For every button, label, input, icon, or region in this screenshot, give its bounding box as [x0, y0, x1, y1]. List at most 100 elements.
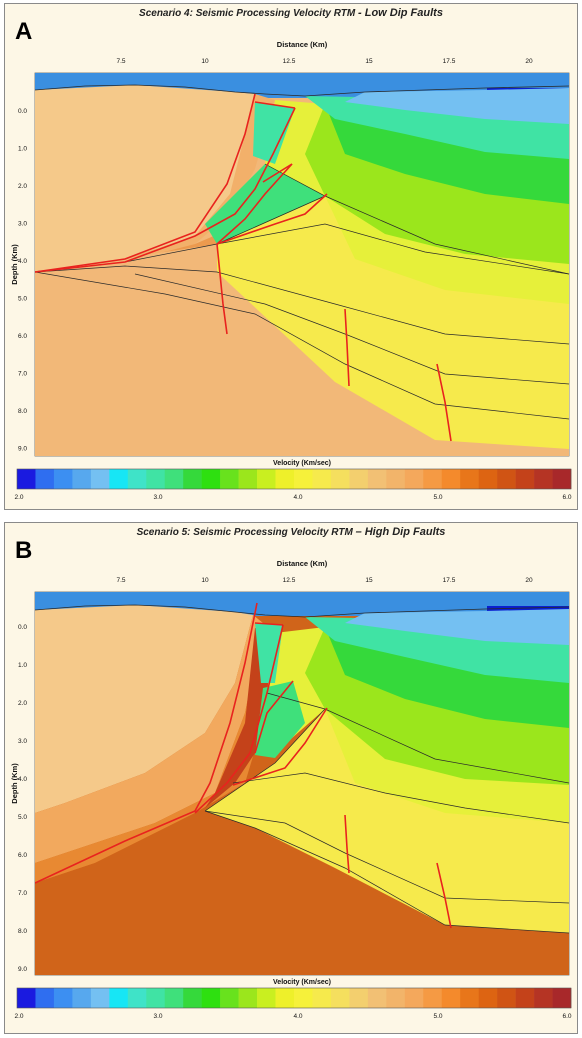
- colorbar-swatch: [35, 988, 55, 1008]
- colorbar-swatch: [17, 469, 36, 489]
- horizon-line-1: [232, 772, 569, 824]
- fault-line-1: [35, 107, 296, 273]
- y-tick-label: 5.0: [18, 296, 27, 303]
- fault-line-0: [35, 602, 258, 884]
- colorbar-swatch: [201, 469, 221, 489]
- panel-letter: B: [15, 537, 33, 564]
- y-tick-label: 9.0: [18, 966, 27, 973]
- chart-title: Scenario 5: Seismic Processing Velocity …: [5, 526, 577, 538]
- y-tick-label: 8.0: [18, 928, 27, 935]
- seafloor-horizon: [35, 84, 569, 97]
- colorbar-swatch: [183, 988, 202, 1008]
- colorbar-swatch: [515, 469, 535, 489]
- colorbar-swatch: [552, 988, 572, 1008]
- colorbar-swatch: [330, 469, 350, 489]
- x-tick-label: 7.5: [116, 58, 125, 65]
- fault-line-6: [254, 622, 284, 626]
- y-tick-label: 7.0: [18, 371, 27, 378]
- colorbar-swatch: [478, 988, 498, 1008]
- colorbar-swatch: [127, 988, 147, 1008]
- x-tick-label: 17.5: [443, 577, 456, 584]
- y-tick-label: 9.0: [18, 446, 27, 453]
- colorbar-swatch: [17, 988, 36, 1008]
- colorbar-swatch: [330, 988, 350, 1008]
- colorbar-swatch: [164, 469, 184, 489]
- velocity-band-7: [255, 623, 283, 683]
- horizon-line-3: [216, 223, 569, 275]
- colorbar-swatch: [367, 988, 387, 1008]
- x-axis-label: Distance (Km): [277, 40, 328, 49]
- velocity-band-5: [345, 88, 569, 124]
- y-tick-label: 2.0: [18, 183, 27, 190]
- horizon-line-2: [35, 271, 569, 420]
- fault-line-4: [344, 814, 350, 874]
- colorbar-swatch: [386, 469, 406, 489]
- y-tick-label: 5.0: [18, 814, 27, 821]
- colorbar-swatch: [183, 469, 202, 489]
- x-tick-label: 20: [525, 577, 533, 584]
- colorbar-swatch: [72, 469, 92, 489]
- colorbar-swatch: [404, 469, 424, 489]
- colorbar-swatch: [35, 469, 55, 489]
- colorbar-swatch: [238, 988, 258, 1008]
- colorbar-swatch: [312, 469, 332, 489]
- sediment-wedge-3: [35, 244, 569, 456]
- plot-layers: [35, 73, 569, 456]
- colorbar-swatch: [146, 988, 166, 1008]
- colorbar-swatch: [534, 469, 553, 489]
- colorbar-label: Velocity (Km/sec): [273, 460, 331, 467]
- velocity-band-0: [205, 709, 569, 933]
- x-tick-label: 15: [365, 577, 373, 584]
- horizon-line-3: [266, 692, 569, 784]
- sediment-wedge-2: [35, 623, 273, 883]
- colorbar-swatch: [534, 988, 553, 1008]
- velocity-chart-a: Distance (Km) 7.5 10 12.5 15 17.5 20 0.0 1.0 2.0 3…: [10, 40, 572, 501]
- colorbar-frame: [16, 987, 572, 1009]
- sediment-wedge-0: [35, 605, 253, 813]
- horizon-line-0: [204, 708, 326, 812]
- velocity-band-7: [253, 102, 295, 164]
- colorbar-swatch: [201, 988, 221, 1008]
- chart-title-prefix: Scenario 4: Seismic Processing Velocity …: [139, 8, 359, 19]
- colorbar-swatch: [257, 469, 276, 489]
- colorbar-swatch: [478, 469, 498, 489]
- colorbar-swatch: [220, 469, 239, 489]
- y-tick-label: 2.0: [18, 700, 27, 707]
- colorbar-swatch: [72, 988, 92, 1008]
- y-tick-label: 6.0: [18, 333, 27, 340]
- colorbar-swatch: [497, 469, 516, 489]
- x-tick-label: 15: [365, 58, 373, 65]
- chart-title: Scenario 4: Seismic Processing Velocity …: [5, 7, 577, 19]
- chart-title-emphasis: - Low Dip Faults: [358, 7, 443, 19]
- horizon-line-4: [204, 810, 569, 934]
- colorbar-swatch: [53, 469, 73, 489]
- y-tick-label: 1.0: [18, 146, 27, 153]
- fault-line-8: [262, 163, 293, 183]
- colorbar-swatch: [275, 988, 295, 1008]
- horizon-line-1: [35, 265, 569, 345]
- seafloor-horizon: [35, 604, 569, 618]
- colorbar-swatch: [497, 988, 516, 1008]
- colorbar-swatch: [552, 469, 572, 489]
- colorbar-swatch: [515, 988, 535, 1008]
- colorbar-swatch: [220, 988, 239, 1008]
- fault-line-3: [232, 707, 328, 786]
- y-axis-label: Depth (Km): [10, 244, 19, 285]
- colorbar-tick-label: 2.0: [14, 494, 23, 501]
- y-tick-label: 0.0: [18, 108, 27, 115]
- colorbar-swatch: [294, 988, 313, 1008]
- panel-letter: A: [15, 18, 33, 45]
- colorbar-tick-label: 4.0: [293, 1013, 302, 1020]
- y-tick-label: 3.0: [18, 738, 27, 745]
- fault-line-4: [216, 243, 228, 335]
- panel-b: B Scenario 5: Seismic Processing Velocit…: [4, 522, 578, 1034]
- velocity-band-5: [345, 609, 569, 645]
- colorbar-swatch: [349, 469, 369, 489]
- colorbar-swatch: [312, 988, 332, 1008]
- x-tick-label: 7.5: [116, 577, 125, 584]
- colorbar-swatch: [127, 469, 147, 489]
- colorbar-swatch: [386, 988, 406, 1008]
- deep-water-patch: [487, 606, 569, 612]
- colorbar-tick-label: 2.0: [14, 1013, 23, 1020]
- velocity-band-6: [205, 164, 325, 244]
